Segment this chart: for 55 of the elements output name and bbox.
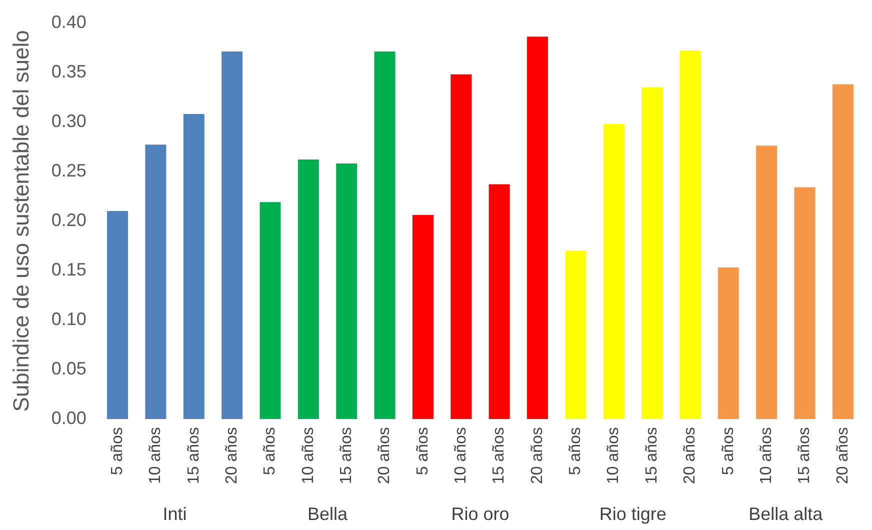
x-tick-label: 20 años [376,427,394,484]
x-tick-label: 5 años [567,427,584,476]
y-tick-label: 0.05 [51,358,86,378]
bar [260,202,281,420]
text: Inti [162,504,187,524]
y-tick-label: 0.15 [51,259,86,280]
x-tick-label: 5 años [108,427,126,476]
bar [222,52,243,420]
x-tick-label: 5 años [414,427,432,476]
x-tick-label: 20 años [834,427,852,484]
bar [603,124,624,420]
y-tick-label: 0.35 [51,61,86,82]
x-tick-label: 15 años [338,427,355,484]
bar [450,74,472,420]
x-tick-label: 5 años [720,427,737,476]
x-tick-label: 10 años [758,427,775,484]
bar [412,214,434,420]
text: Bella [307,504,348,524]
bar [718,267,739,420]
bar [298,160,319,420]
y-tick-label: 0.25 [51,160,86,180]
bar [794,187,816,420]
x-tick-label: 15 años [643,427,660,484]
x-tick-label: 10 años [452,427,470,484]
x-tick-label: 5 años [262,427,279,476]
y-tick-label: 0.00 [51,408,86,428]
bar [680,50,701,420]
bar [832,84,854,420]
bar [565,250,586,420]
bar [756,146,778,420]
bar [488,184,510,420]
bar [145,144,166,420]
bar [526,36,548,420]
text: Rio oro [451,504,510,524]
text: Bella alta [748,504,824,524]
y-tick-label: 0.40 [51,12,86,32]
y-tick-label: 0.20 [51,210,86,230]
bar [642,87,663,420]
x-tick-label: 10 años [147,427,164,484]
bar [336,163,358,420]
x-tick-label: 15 años [490,427,508,484]
y-tick-label: 0.30 [51,110,86,131]
bar [107,211,128,420]
x-tick-label: 10 años [300,427,317,484]
bar [374,52,396,420]
x-tick-label: 20 años [682,427,699,484]
y-tick-label: 0.10 [51,308,86,329]
bar [183,114,204,420]
x-tick-label: 20 años [528,427,546,484]
text: Rio tigre [599,504,666,524]
y-axis-title: Subindice de uso sustentable del suelo [8,30,34,412]
x-tick-label: 15 años [185,427,202,484]
x-tick-label: 20 años [223,427,240,484]
x-tick-label: 15 años [796,427,814,484]
x-tick-label: 10 años [605,427,622,484]
